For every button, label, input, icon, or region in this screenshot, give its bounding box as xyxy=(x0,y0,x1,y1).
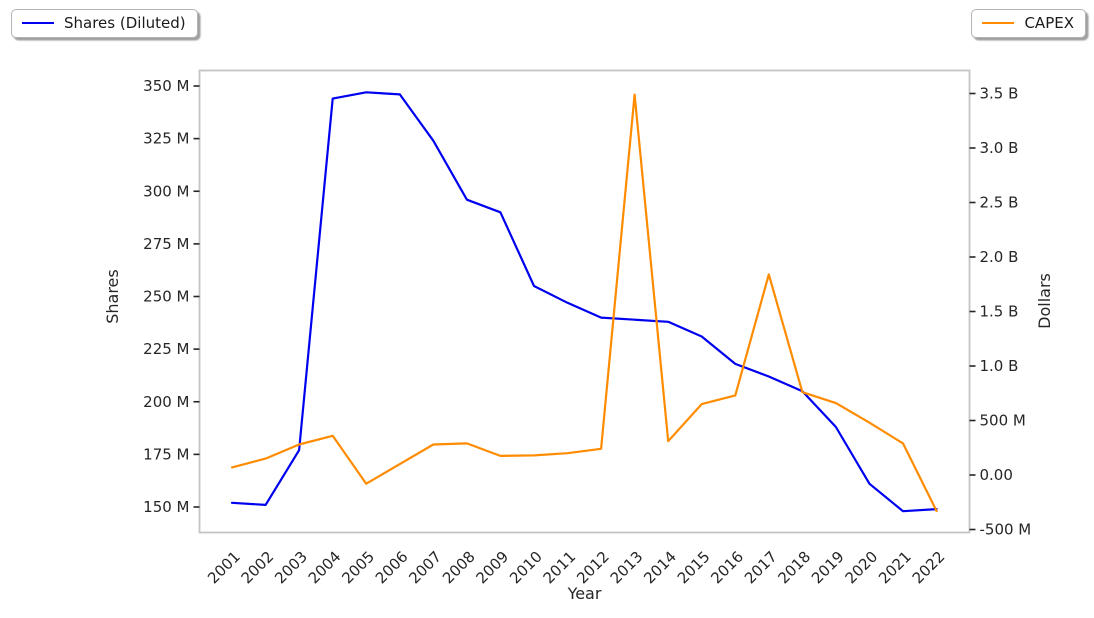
x-tick-label: 2015 xyxy=(674,548,714,588)
x-tick-label: 2020 xyxy=(842,548,882,588)
left-tick-label: 250 M xyxy=(143,288,189,306)
x-tick-label: 2019 xyxy=(808,548,848,588)
x-axis-title: Year xyxy=(567,584,602,603)
capex-line-swatch xyxy=(982,22,1015,24)
legend-capex: CAPEX xyxy=(971,9,1086,38)
right-tick-label: 500 M xyxy=(980,412,1026,430)
x-tick-label: 2008 xyxy=(439,548,479,588)
left-tick-label: 275 M xyxy=(143,235,189,253)
x-tick-label: 2021 xyxy=(875,548,915,588)
left-tick-label: 300 M xyxy=(143,182,189,200)
right-tick-label: 3.5 B xyxy=(980,85,1019,103)
shares-line-swatch xyxy=(22,22,54,24)
series-line-capex xyxy=(230,93,938,513)
left-tick-label: 200 M xyxy=(143,393,189,411)
x-tick-label: 2005 xyxy=(338,548,378,588)
left-tick-label: 225 M xyxy=(143,340,189,358)
right-axis-title: Dollars xyxy=(1035,273,1054,329)
left-tick-label: 175 M xyxy=(143,445,189,463)
x-tick-label: 2018 xyxy=(774,548,814,588)
x-tick-label: 2007 xyxy=(405,548,445,588)
right-tick-label: 2.0 B xyxy=(980,248,1019,266)
plot-frame xyxy=(198,69,971,534)
x-tick-label: 2013 xyxy=(607,548,647,588)
x-tick-label: 2003 xyxy=(271,548,311,588)
x-tick-label: 2022 xyxy=(909,548,949,588)
x-tick-label: 2011 xyxy=(540,548,580,588)
legend-shares-label: Shares (Diluted) xyxy=(64,14,186,32)
left-axis-title: Shares xyxy=(103,269,122,324)
left-tick-label: 350 M xyxy=(143,77,189,95)
right-tick-label: 3.0 B xyxy=(980,139,1019,157)
right-tick-label: 2.5 B xyxy=(980,194,1019,212)
x-tick-label: 2006 xyxy=(372,548,412,588)
x-tick-label: 2002 xyxy=(238,548,278,588)
x-tick-label: 2001 xyxy=(204,548,244,588)
legend-shares-diluted: Shares (Diluted) xyxy=(11,9,198,38)
series-line-shares-diluted xyxy=(230,91,938,513)
left-tick-label: 325 M xyxy=(143,130,189,148)
x-tick-label: 2009 xyxy=(473,548,513,588)
left-tick-label: 150 M xyxy=(143,498,189,516)
legend-capex-label: CAPEX xyxy=(1024,14,1074,32)
x-tick-label: 2017 xyxy=(741,548,781,588)
x-tick-label: 2016 xyxy=(707,548,747,588)
right-tick-label: 1.5 B xyxy=(980,303,1019,321)
x-tick-label: 2012 xyxy=(573,548,613,588)
x-tick-label: 2014 xyxy=(640,548,680,588)
x-tick-label: 2004 xyxy=(305,548,345,588)
x-tick-label: 2010 xyxy=(506,548,546,588)
right-tick-label: 0.00 xyxy=(980,466,1013,484)
right-tick-label: -500 M xyxy=(980,521,1032,539)
right-tick-label: 1.0 B xyxy=(980,357,1019,375)
